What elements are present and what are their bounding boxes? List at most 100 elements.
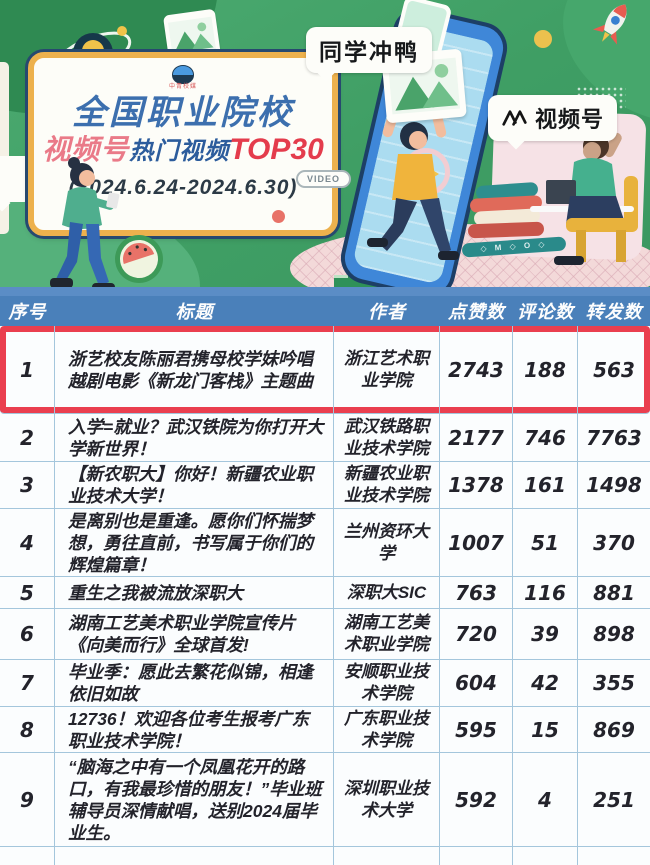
cell-title: 《心之所向》：广东科贸 <box>55 847 334 865</box>
cell-rank: 6 <box>0 609 55 659</box>
watermelon-icon <box>107 227 170 290</box>
cell-comments: 4 <box>513 753 578 846</box>
cell-likes: 763 <box>440 577 513 608</box>
rocket-icon <box>577 0 650 71</box>
table-header-row: 序号 标题 作者 点赞数 评论数 转发数 <box>0 296 650 326</box>
column-header: 转发数 <box>585 302 643 322</box>
cell-title: 是离别也是重逢。愿你们怀揣梦想，勇往直前，书写属于你们的辉煌篇章！ <box>55 509 334 576</box>
photo-thumbnail-icon <box>162 8 222 64</box>
mascot-logo-icon <box>172 65 194 84</box>
table-row: 《心之所向》：广东科贸广东科贸职 <box>0 847 650 865</box>
sitting-person-illustration <box>512 118 650 266</box>
cell-likes: 2743 <box>440 326 513 413</box>
cell-rank: 3 <box>0 462 55 508</box>
table-row: 6 湖南工艺美术职业学院宣传片《向美而行》全球首发! 湖南工艺美术职业学院 720 39… <box>0 609 650 660</box>
cell-likes: 592 <box>440 753 513 846</box>
cell-author: 广东科贸职 <box>334 847 440 865</box>
cell-shares: 869 <box>593 717 635 742</box>
table-body: 1 浙艺校友陈丽君携母校学妹吟唱越剧电影《新龙门客栈》主题曲 浙江艺术职业学院 274… <box>0 326 650 865</box>
column-header: 评论数 <box>517 302 574 322</box>
cell-likes <box>440 847 513 865</box>
cell-author: 深职大SIC <box>334 577 440 608</box>
table-row: 8 12736！欢迎各位考生报考广东职业技术学院！ 广东职业技术学院 595 15 869 <box>0 707 650 753</box>
cell-rank: 2 <box>0 414 55 461</box>
jumping-person-illustration <box>366 96 466 270</box>
cell-comments: 188 <box>513 326 578 413</box>
column-header: 序号 <box>8 302 47 322</box>
cell-rank <box>0 847 55 865</box>
cell-likes: 1378 <box>440 462 513 508</box>
cell-author: 广东职业技术学院 <box>334 707 440 752</box>
cell-shares: 370 <box>593 530 635 555</box>
header-illustration: 中青校媒 全国职业院校 视频号热门视频TOP30 (2024.6.24-2024… <box>0 0 650 296</box>
table-row: 7 毕业季：愿此去繁花似锦，相逢依旧如故 安顺职业技术学院 604 42 355 <box>0 660 650 707</box>
cell-title: 毕业季：愿此去繁花似锦，相逢依旧如故 <box>55 660 334 706</box>
cell-author: 兰州资环大学 <box>334 509 440 576</box>
cell-rank: 1 <box>0 326 55 413</box>
column-header: 点赞数 <box>448 302 505 322</box>
cell-author: 深圳职业技术大学 <box>334 753 440 846</box>
cell-likes: 720 <box>440 609 513 659</box>
cell-comments: 51 <box>513 509 578 576</box>
cell-comments: 42 <box>513 660 578 706</box>
table-row: 3 【新农职大】你好！新疆农业职业技术大学！ 新疆农业职业技术学院 1378 161 14… <box>0 462 650 509</box>
cell-shares: 1498 <box>586 473 642 497</box>
channels-word: 视频号 <box>42 134 130 165</box>
cell-likes: 1007 <box>440 509 513 576</box>
cell-author: 安顺职业技术学院 <box>334 660 440 706</box>
table-row: 9 “脑海之中有一个凤凰花开的路口，有我最珍惜的朋友！”毕业班辅导员深情献唱，送别… <box>0 753 650 847</box>
cell-author: 湖南工艺美术职业学院 <box>334 609 440 659</box>
walking-person-illustration <box>46 156 128 294</box>
table-row: 4 是离别也是重逢。愿你们怀揣梦想，勇往直前，书写属于你们的辉煌篇章！ 兰州资环大学… <box>0 509 650 577</box>
date-range: (2024.6.24-2024.6.30) <box>68 176 298 199</box>
cell-likes: 2177 <box>440 414 513 461</box>
cell-author: 新疆农业职业技术学院 <box>334 462 440 508</box>
cell-title: 入学=就业？武汉铁院为你打开大学新世界！ <box>55 414 334 461</box>
video-badge: VIDEO <box>296 170 352 188</box>
column-header: 作者 <box>368 302 406 322</box>
cell-title: 浙艺校友陈丽君携母校学妹吟唱越剧电影《新龙门客栈》主题曲 <box>55 326 334 413</box>
ranking-table: 序号 标题 作者 点赞数 评论数 转发数 1 浙艺校友陈丽君携母校学妹吟唱越剧电影《新龙门客… <box>0 296 650 865</box>
cell-title: 湖南工艺美术职业学院宣传片《向美而行》全球首发! <box>55 609 334 659</box>
logo-label: 中青校媒 <box>168 84 197 90</box>
cell-author: 浙江艺术职业学院 <box>334 326 440 413</box>
cell-likes: 595 <box>440 707 513 752</box>
cell-shares: 898 <box>593 622 635 646</box>
cell-shares: 881 <box>593 580 635 605</box>
decor-dot <box>534 30 552 48</box>
decor-dot <box>272 210 285 223</box>
table-row: 1 浙艺校友陈丽君携母校学妹吟唱越剧电影《新龙门客栈》主题曲 浙江艺术职业学院 274… <box>0 326 650 414</box>
cell-title: 12736！欢迎各位考生报考广东职业技术学院！ <box>55 707 334 752</box>
channels-pill-label: 视频号 <box>535 107 605 132</box>
table-row: 5 重生之我被流放深职大 深职大SIC 763 116 881 <box>0 577 650 609</box>
cell-comments: 39 <box>513 609 578 659</box>
cell-shares: 7763 <box>586 425 642 450</box>
cell-shares: 251 <box>593 787 635 812</box>
cell-author: 武汉铁路职业技术学院 <box>334 414 440 461</box>
wechat-channels-icon <box>502 110 527 126</box>
cell-comments <box>513 847 578 865</box>
channels-pill: 视频号 <box>488 95 618 141</box>
cell-likes: 604 <box>440 660 513 706</box>
cell-rank: 8 <box>0 707 55 752</box>
column-header: 标题 <box>175 302 214 322</box>
cell-comments: 161 <box>513 462 578 508</box>
speech-bubble: 同学冲鸭 <box>306 27 432 73</box>
cell-rank: 4 <box>0 509 55 576</box>
cell-shares <box>578 847 650 865</box>
sub-title: 视频号热门视频TOP30 <box>34 135 332 170</box>
cell-shares: 355 <box>593 671 635 695</box>
hot-videos-word: 热门视频 <box>129 138 230 165</box>
top30-word: TOP30 <box>229 133 324 166</box>
cell-title: “脑海之中有一个凤凰花开的路口，有我最珍惜的朋友！”毕业班辅导员深情献唱，送别2… <box>55 753 334 846</box>
cell-rank: 7 <box>0 660 55 706</box>
cell-comments: 116 <box>513 577 578 608</box>
cell-comments: 15 <box>513 707 578 752</box>
cell-title: 【新农职大】你好！新疆农业职业技术大学！ <box>55 462 334 508</box>
cell-rank: 9 <box>0 753 55 846</box>
cell-shares: 563 <box>593 357 635 382</box>
speech-bubble-text: 同学冲鸭 <box>319 39 419 65</box>
cell-rank: 5 <box>0 577 55 608</box>
main-title: 全国职业院校 <box>72 94 294 132</box>
